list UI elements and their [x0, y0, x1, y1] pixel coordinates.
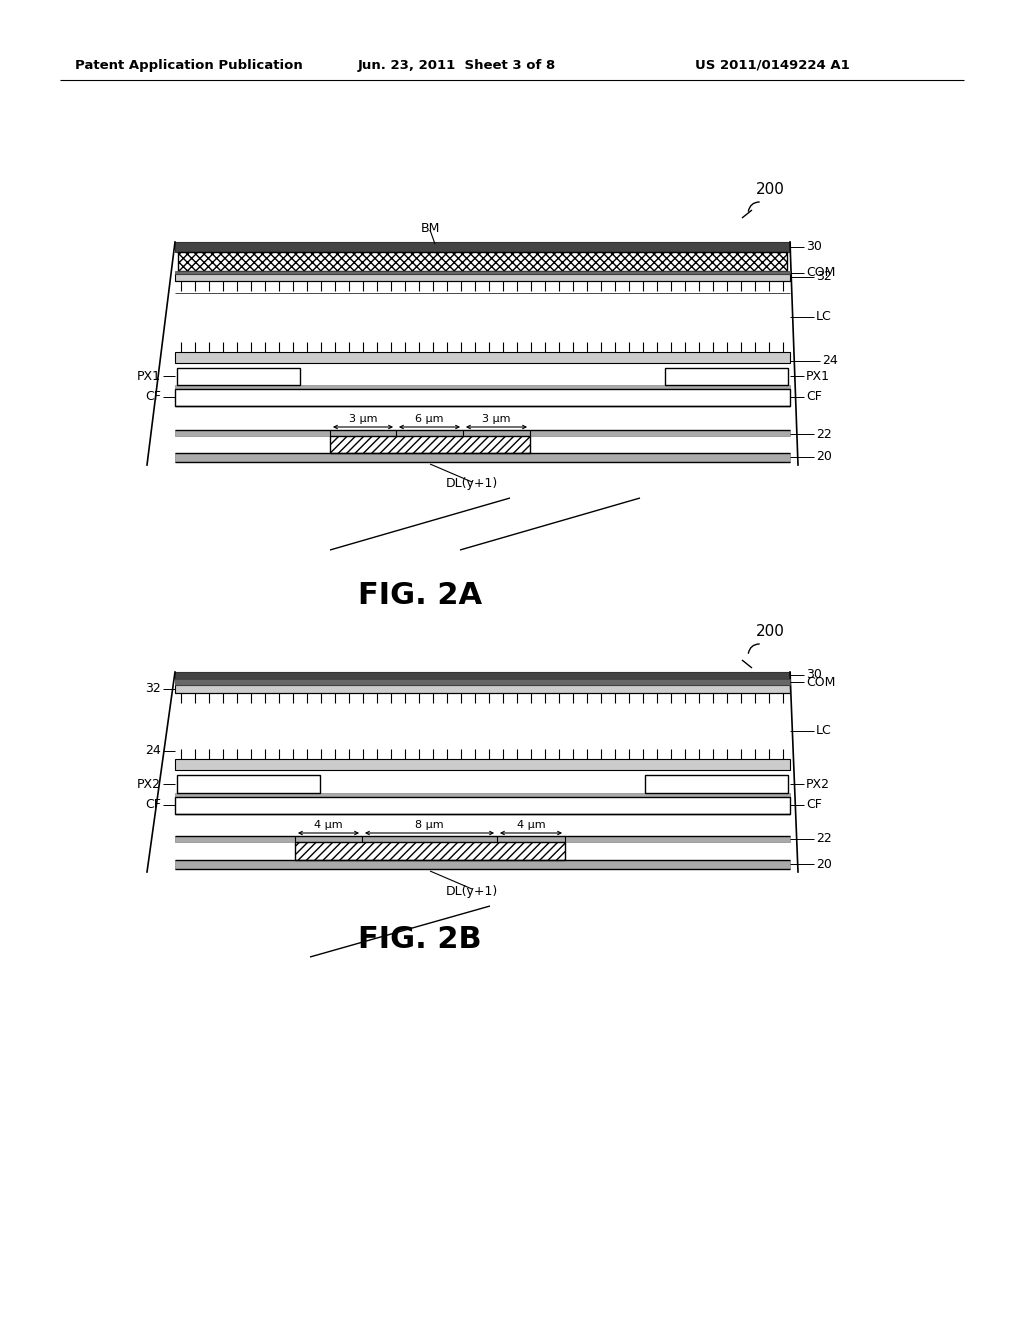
- Text: FIG. 2A: FIG. 2A: [358, 581, 482, 610]
- Bar: [175, 861, 790, 869]
- Text: LC: LC: [816, 310, 831, 323]
- Text: CF: CF: [145, 799, 161, 812]
- Text: 6 μm: 6 μm: [415, 414, 443, 424]
- Text: LC: LC: [816, 725, 831, 738]
- Bar: [330, 436, 530, 453]
- Text: PX2: PX2: [137, 777, 161, 791]
- Bar: [177, 368, 300, 385]
- FancyArrowPatch shape: [749, 644, 759, 653]
- Text: 30: 30: [806, 668, 822, 681]
- Text: 22: 22: [816, 833, 831, 846]
- Text: 24: 24: [145, 744, 161, 758]
- Text: COM: COM: [806, 676, 836, 689]
- Text: 30: 30: [806, 240, 822, 253]
- Bar: [175, 797, 790, 814]
- Text: 3 μm: 3 μm: [481, 414, 510, 424]
- Text: BM: BM: [420, 222, 439, 235]
- Text: 32: 32: [145, 682, 161, 696]
- Bar: [175, 678, 790, 685]
- Bar: [177, 775, 319, 793]
- Text: 8 μm: 8 μm: [415, 820, 443, 830]
- Text: COM: COM: [806, 267, 836, 280]
- Bar: [175, 672, 790, 678]
- Text: Patent Application Publication: Patent Application Publication: [75, 58, 303, 71]
- Text: CF: CF: [145, 391, 161, 404]
- Text: 32: 32: [816, 271, 831, 284]
- Text: CF: CF: [806, 391, 822, 404]
- Text: DL(y+1): DL(y+1): [445, 478, 498, 491]
- Bar: [665, 368, 788, 385]
- Bar: [175, 385, 790, 389]
- Text: 3 μm: 3 μm: [349, 414, 377, 424]
- Text: 200: 200: [756, 182, 784, 198]
- Bar: [175, 836, 790, 842]
- Text: Jun. 23, 2011  Sheet 3 of 8: Jun. 23, 2011 Sheet 3 of 8: [358, 58, 556, 71]
- Text: DL(y+1): DL(y+1): [445, 884, 498, 898]
- FancyArrowPatch shape: [749, 202, 759, 211]
- Text: PX1: PX1: [806, 370, 830, 383]
- Bar: [175, 685, 790, 693]
- Text: 4 μm: 4 μm: [517, 820, 546, 830]
- Bar: [175, 389, 790, 407]
- Bar: [175, 275, 790, 281]
- Text: 22: 22: [816, 428, 831, 441]
- Text: 200: 200: [756, 624, 784, 639]
- Bar: [175, 793, 790, 797]
- Bar: [175, 430, 790, 436]
- Text: FIG. 2B: FIG. 2B: [358, 924, 482, 953]
- Bar: [295, 842, 565, 861]
- Text: 20: 20: [816, 450, 831, 463]
- Text: 24: 24: [822, 355, 838, 367]
- Bar: [175, 242, 790, 252]
- Text: 4 μm: 4 μm: [313, 820, 342, 830]
- Bar: [645, 775, 788, 793]
- Text: 20: 20: [816, 858, 831, 870]
- Bar: [175, 759, 790, 770]
- Bar: [175, 352, 790, 363]
- Text: PX1: PX1: [137, 370, 161, 383]
- Bar: [175, 453, 790, 462]
- Text: PX2: PX2: [806, 777, 830, 791]
- Bar: [178, 252, 787, 271]
- Text: CF: CF: [806, 799, 822, 812]
- Text: US 2011/0149224 A1: US 2011/0149224 A1: [695, 58, 850, 71]
- Bar: [175, 271, 790, 275]
